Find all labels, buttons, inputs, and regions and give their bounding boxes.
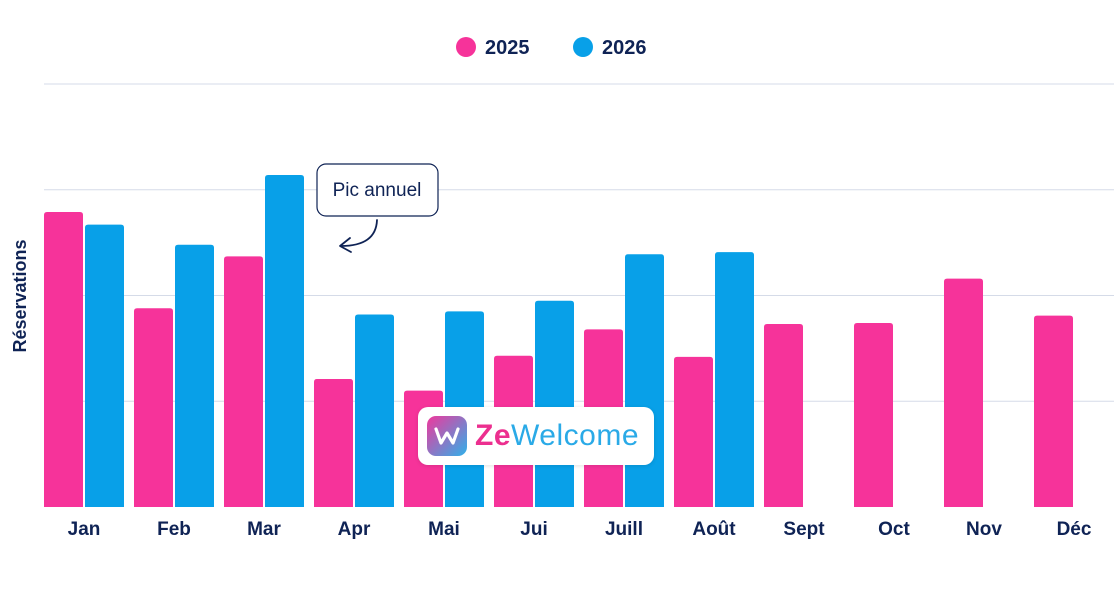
zewelcome-logo-text: ZeWelcome xyxy=(475,419,639,453)
x-tick-label: Mar xyxy=(247,519,281,540)
x-tick-label: Nov xyxy=(966,519,1002,540)
bar-2025-Oct xyxy=(854,322,893,507)
brand-part-welcome: Welcome xyxy=(511,419,639,452)
bar-2025-Nov xyxy=(944,278,983,507)
bar-2025-Apr xyxy=(314,379,353,507)
legend-label-2025: 2025 xyxy=(485,37,530,59)
bar-2025-Sept xyxy=(764,324,803,507)
x-tick-label: Juill xyxy=(605,519,643,540)
callout-arrowhead-icon xyxy=(339,237,352,253)
legend-label-2026: 2026 xyxy=(602,37,647,59)
zewelcome-watermark: ZeWelcome xyxy=(418,407,654,465)
bar-2026-Août xyxy=(715,252,754,507)
bar-2025-Jan xyxy=(44,211,83,507)
bar-2025-Feb xyxy=(134,308,173,507)
bar-2026-Juill xyxy=(625,254,664,507)
x-axis-ticks: Jan Feb Mar Apr Mai Jui Juill Août Sept Oct Nov Déc xyxy=(68,519,1092,540)
bar-2025-Déc xyxy=(1034,315,1073,507)
legend-marker-2026 xyxy=(573,37,593,57)
y-axis-label: Réservations xyxy=(10,239,30,352)
x-tick-label: Jan xyxy=(68,519,101,540)
bar-2026-Feb xyxy=(175,244,214,508)
legend: 2025 2026 xyxy=(456,37,647,59)
bar-2025-Août xyxy=(674,356,713,507)
legend-marker-2025 xyxy=(456,37,476,57)
brand-part-ze: Ze xyxy=(475,419,512,452)
callout-text: Pic annuel xyxy=(333,180,422,201)
x-tick-label: Mai xyxy=(428,519,460,540)
zewelcome-w-icon xyxy=(427,416,467,456)
x-tick-label: Apr xyxy=(338,519,371,540)
callout-box xyxy=(316,163,439,217)
gridlines xyxy=(44,83,1114,402)
x-tick-label: Déc xyxy=(1057,519,1092,540)
x-tick-label: Jui xyxy=(520,519,547,540)
x-tick-label: Oct xyxy=(878,519,910,540)
annotation-callout: Pic annuel xyxy=(316,163,439,253)
x-tick-label: Août xyxy=(692,519,736,540)
bar-2026-Jui xyxy=(535,300,574,507)
bar-2025-Mar xyxy=(224,256,263,507)
bar-2026-Jan xyxy=(85,224,124,507)
x-tick-label: Feb xyxy=(157,519,191,540)
bars xyxy=(44,174,1073,508)
x-tick-label: Sept xyxy=(783,519,825,540)
callout-arrow-icon xyxy=(340,219,378,247)
bar-2026-Apr xyxy=(355,314,394,507)
bar-2026-Mar xyxy=(265,174,304,507)
